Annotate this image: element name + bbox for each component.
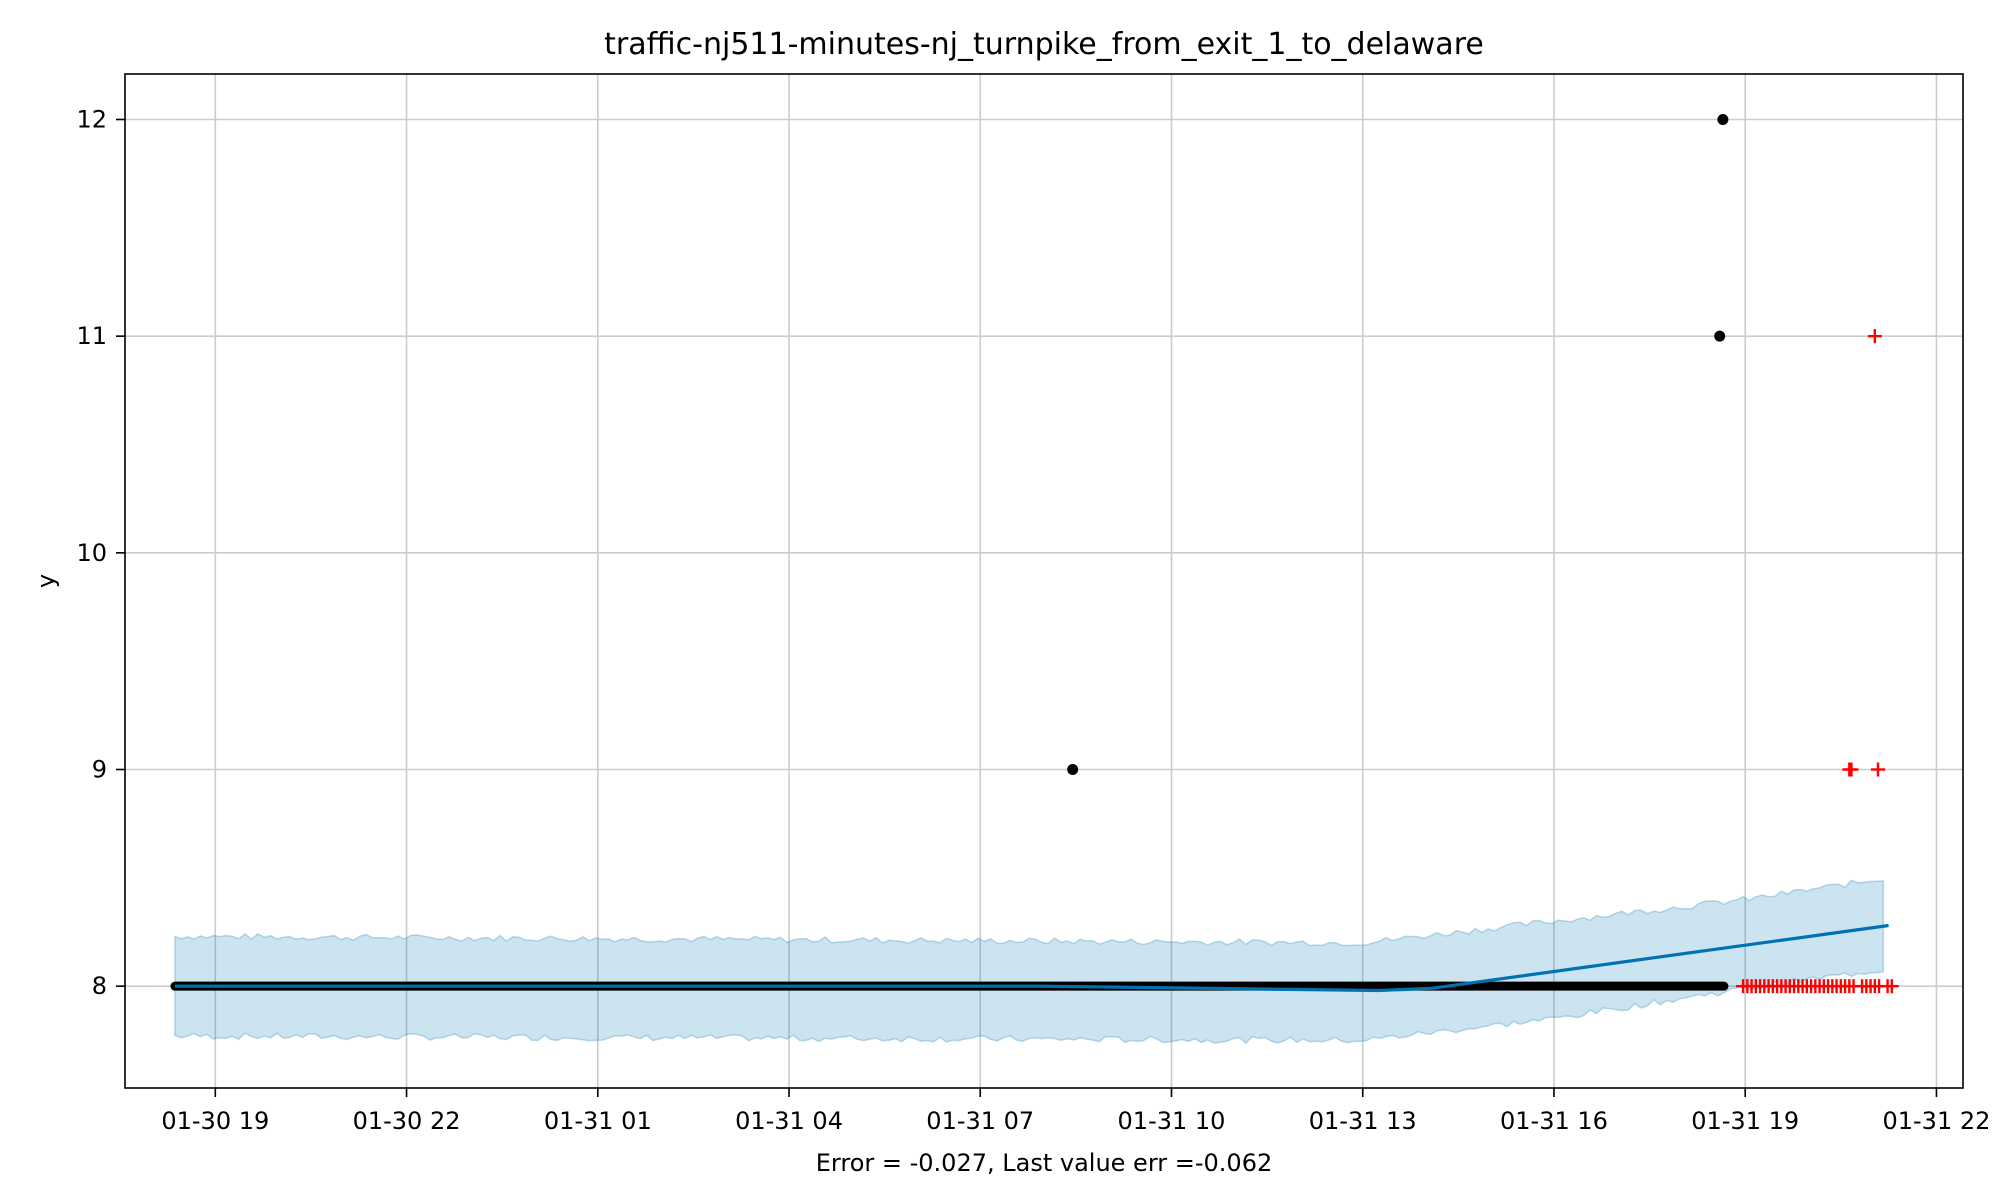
observed-point [1717, 114, 1729, 125]
forecast-line [174, 923, 1889, 993]
test-point [1844, 762, 1859, 777]
y-tick-label: 11 [76, 322, 107, 350]
uncertainty-band-layer [174, 879, 1885, 1045]
x-tick-label: 01-31 10 [1118, 1107, 1226, 1135]
y-tick-label: 12 [76, 106, 107, 134]
x-tick-label: 01-30 19 [161, 1107, 269, 1135]
test-point [1867, 329, 1882, 344]
x-axis-ticks: 01-30 19 01-30 22 01-31 01 01-31 04 01-31 07… [161, 1088, 1990, 1135]
forecast-line-layer [174, 923, 1889, 993]
x-tick-label: 01-31 07 [926, 1107, 1034, 1135]
test-point [1884, 979, 1899, 994]
observed-point [1067, 764, 1079, 775]
x-tick-label: 01-31 22 [1882, 1107, 1990, 1135]
x-tick-label: 01-31 16 [1500, 1107, 1608, 1135]
x-tick-label: 01-31 04 [735, 1107, 843, 1135]
y-axis-ticks: 8 9 10 11 12 [76, 106, 125, 1000]
observed-point [1714, 330, 1726, 342]
y-tick-label: 9 [92, 756, 107, 784]
y-axis-label: y [32, 574, 60, 588]
x-tick-label: 01-31 13 [1309, 1107, 1417, 1135]
x-tick-label: 01-31 19 [1691, 1107, 1799, 1135]
x-tick-label: 01-30 22 [353, 1107, 461, 1135]
x-axis-label: Error = -0.027, Last value err =-0.062 [816, 1149, 1272, 1177]
y-tick-label: 8 [92, 972, 107, 1000]
test-points-layer [1736, 329, 1899, 994]
plot-area-frame [124, 73, 1964, 1089]
x-tick-label: 01-31 01 [544, 1107, 652, 1135]
test-point [1871, 762, 1886, 777]
uncertainty-band [174, 879, 1885, 1045]
chart-title: traffic-nj511-minutes-nj_turnpike_from_e… [604, 27, 1484, 62]
y-tick-label: 10 [76, 539, 107, 567]
